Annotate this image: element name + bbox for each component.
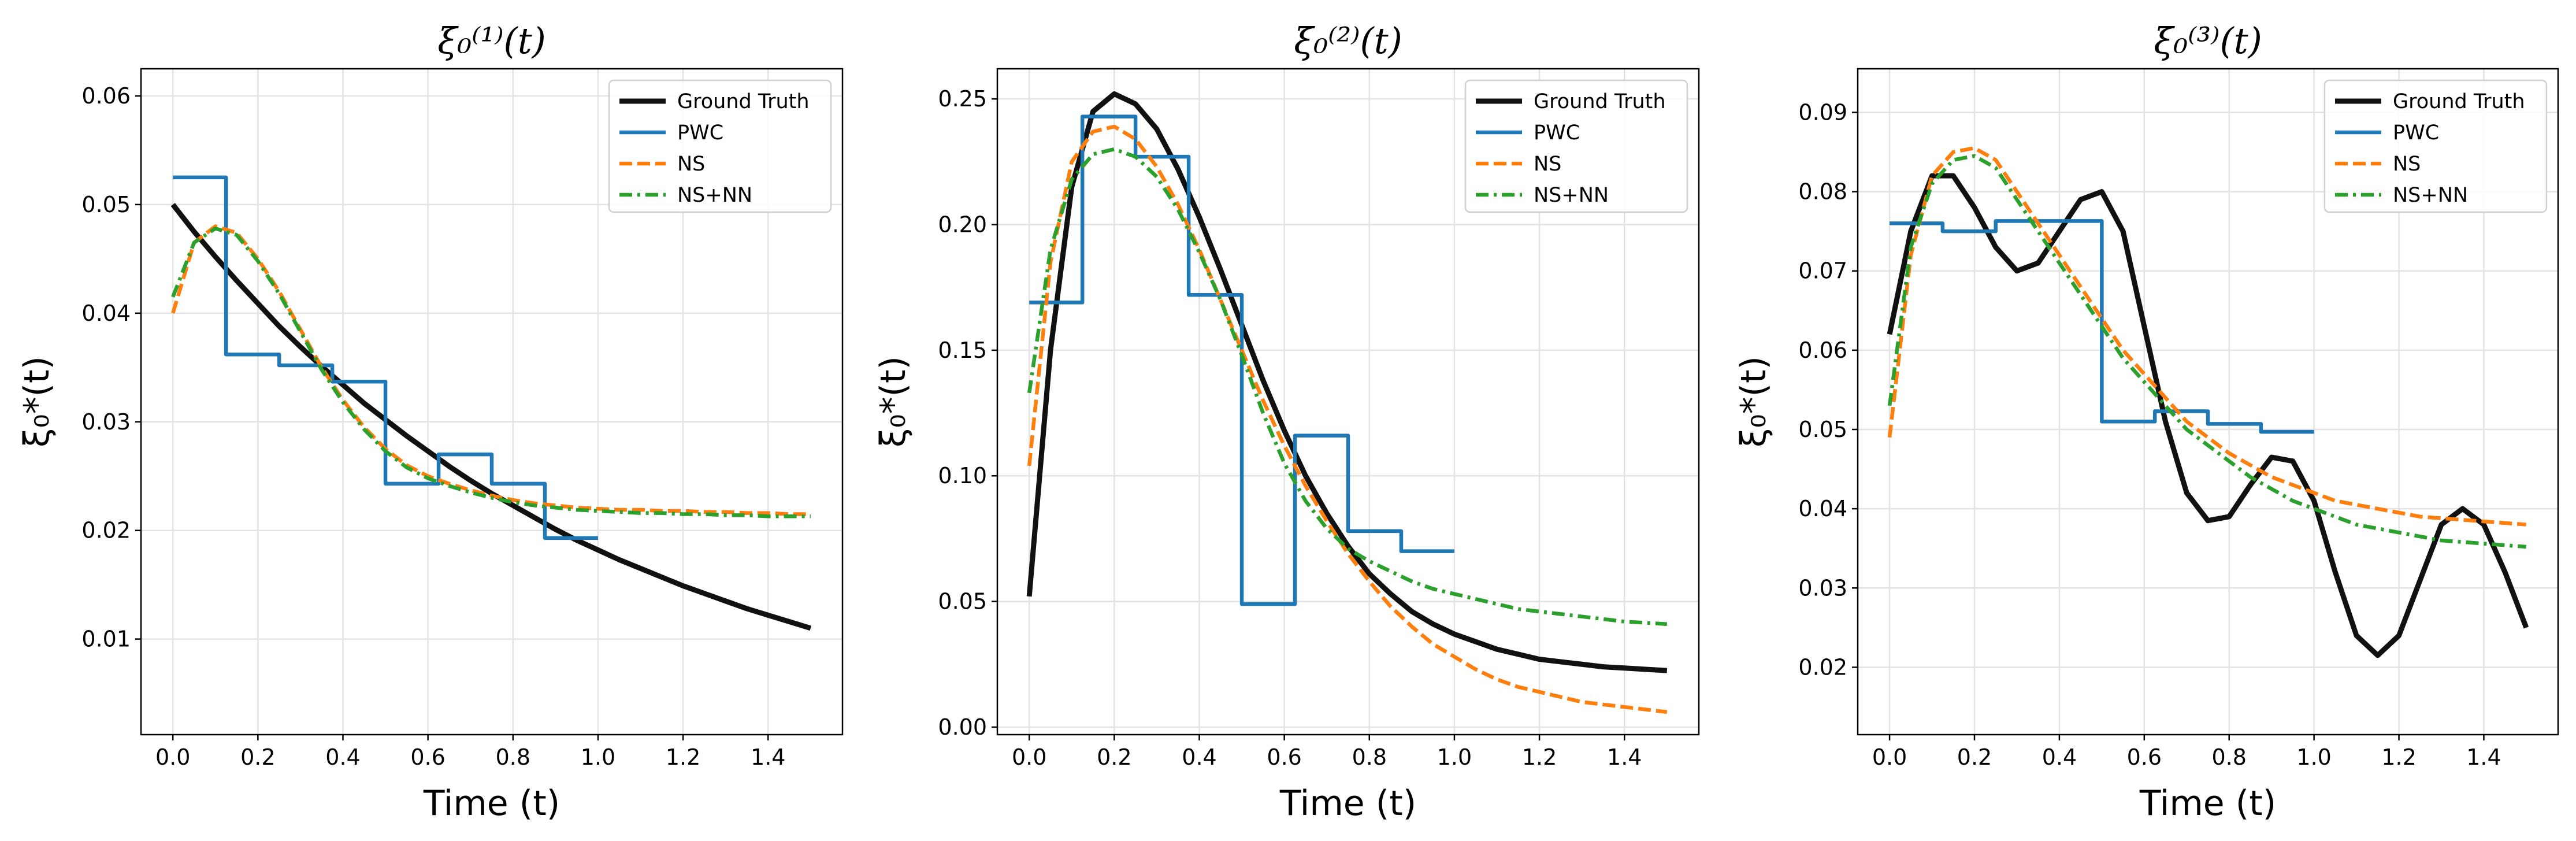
lines xyxy=(1887,146,2529,658)
x-tick-label: 1.0 xyxy=(1437,744,1472,770)
y-axis-label: ξ₀*(t) xyxy=(1734,356,1774,447)
y-tick-label: 0.15 xyxy=(938,338,987,363)
legend-label: NS+NN xyxy=(677,184,752,207)
subplot: 0.0 0.2 0.4 0.6 0.8 1.0 1.2 1.4 0.00 0.05 0.10 0.15… xyxy=(873,20,1700,824)
y-tick-label: 0.09 xyxy=(1798,99,1847,125)
x-tick-label: 0.2 xyxy=(1097,744,1131,770)
legend-label: NS+NN xyxy=(2393,184,2468,207)
x-tick-label: 0.4 xyxy=(2042,744,2077,770)
y-tick-label: 0.05 xyxy=(81,192,131,217)
y-tick-label: 0.00 xyxy=(938,714,987,740)
chart-title: ξ₀⁽¹⁾(t) xyxy=(437,20,546,62)
legend-label: NS xyxy=(677,153,705,176)
y-tick-label: 0.25 xyxy=(938,86,987,112)
lines xyxy=(1026,91,1668,714)
legend-label: PWC xyxy=(1534,121,1580,145)
x-tick-label: 0.0 xyxy=(1012,744,1046,770)
y-tick-label: 0.07 xyxy=(1798,258,1847,284)
series-line xyxy=(1026,91,1668,673)
x-tick-label: 0.6 xyxy=(410,744,445,770)
chart-title: ξ₀⁽³⁾(t) xyxy=(2154,20,2262,62)
x-tick-label: 0.8 xyxy=(1352,744,1387,770)
y-tick-label: 0.01 xyxy=(81,627,131,652)
subplot: 0.0 0.2 0.4 0.6 0.8 1.0 1.2 1.4 0.02 0.03 0.04 0.05… xyxy=(1734,20,2559,824)
series-line xyxy=(171,224,811,516)
legend-box xyxy=(2323,79,2548,213)
x-tick-label: 0.4 xyxy=(325,744,360,770)
x-tick-label: 1.4 xyxy=(751,744,785,770)
y-tick-label: 0.10 xyxy=(938,463,987,488)
legend-label: Ground Truth xyxy=(2393,90,2525,113)
x-tick-label: 0.8 xyxy=(496,744,530,770)
legend-label: NS xyxy=(2393,153,2421,176)
legend-box xyxy=(1464,79,1688,213)
x-tick-label: 1.0 xyxy=(581,744,615,770)
lines xyxy=(170,175,812,631)
x-tick-label: 0.2 xyxy=(1957,744,1992,770)
axes-frame xyxy=(140,68,844,736)
legend-box xyxy=(608,79,832,213)
y-tick-label: 0.04 xyxy=(81,301,131,326)
y-tick-label: 0.05 xyxy=(938,589,987,614)
y-axis-label: ξ₀*(t) xyxy=(873,356,914,447)
y-axis-label: ξ₀*(t) xyxy=(17,356,57,447)
legend-label: PWC xyxy=(677,121,723,145)
x-tick-label: 1.0 xyxy=(2296,744,2331,770)
x-tick-label: 0.6 xyxy=(2127,744,2162,770)
y-tick-label: 0.03 xyxy=(1798,575,1847,601)
y-tick-label: 0.06 xyxy=(1798,338,1847,363)
x-tick-label: 0.8 xyxy=(2212,744,2247,770)
x-tick-label: 0.4 xyxy=(1182,744,1216,770)
series-line xyxy=(1887,154,2527,549)
x-tick-label: 0.0 xyxy=(1872,744,1907,770)
y-tick-label: 0.03 xyxy=(81,409,131,435)
x-tick-label: 0.2 xyxy=(240,744,275,770)
series-line xyxy=(173,175,598,540)
subplot: 0.0 0.2 0.4 0.6 0.8 1.0 1.2 1.4 0.01 0.02 0.03 0.04… xyxy=(17,20,844,824)
chart-title: ξ₀⁽²⁾(t) xyxy=(1294,20,1402,62)
x-tick-label: 1.2 xyxy=(666,744,700,770)
x-tick-label: 1.4 xyxy=(1607,744,1642,770)
series-line xyxy=(1029,114,1454,606)
y-tick-label: 0.02 xyxy=(1798,654,1847,680)
axes-frame xyxy=(996,68,1700,736)
x-tick-label: 1.2 xyxy=(1522,744,1557,770)
series-line xyxy=(1027,124,1668,714)
series-line xyxy=(1887,173,2529,658)
y-tick-label: 0.02 xyxy=(81,518,131,543)
x-tick-label: 0.6 xyxy=(1267,744,1301,770)
legend-label: NS+NN xyxy=(1534,184,1609,207)
legend-label: NS xyxy=(1534,153,1561,176)
series-line xyxy=(1890,219,2314,434)
series-line xyxy=(170,203,812,631)
x-tick-label: 1.4 xyxy=(2466,744,2501,770)
y-tick-label: 0.20 xyxy=(938,212,987,238)
axes-frame xyxy=(1857,68,2559,736)
series-line xyxy=(1887,146,2527,527)
y-tick-label: 0.05 xyxy=(1798,417,1847,442)
y-tick-label: 0.08 xyxy=(1798,179,1847,205)
y-tick-label: 0.04 xyxy=(1798,496,1847,521)
y-tick-label: 0.06 xyxy=(81,83,131,109)
legend-label: PWC xyxy=(2393,121,2439,145)
legend-label: Ground Truth xyxy=(1534,90,1666,113)
x-tick-label: 1.2 xyxy=(2381,744,2416,770)
x-axis-label: Time (t) xyxy=(1279,783,1416,824)
x-axis-label: Time (t) xyxy=(2139,783,2276,824)
series-line xyxy=(171,227,811,518)
x-tick-label: 0.0 xyxy=(155,744,190,770)
x-axis-label: Time (t) xyxy=(423,783,560,824)
series-line xyxy=(1027,147,1668,626)
legend-label: Ground Truth xyxy=(677,90,810,113)
